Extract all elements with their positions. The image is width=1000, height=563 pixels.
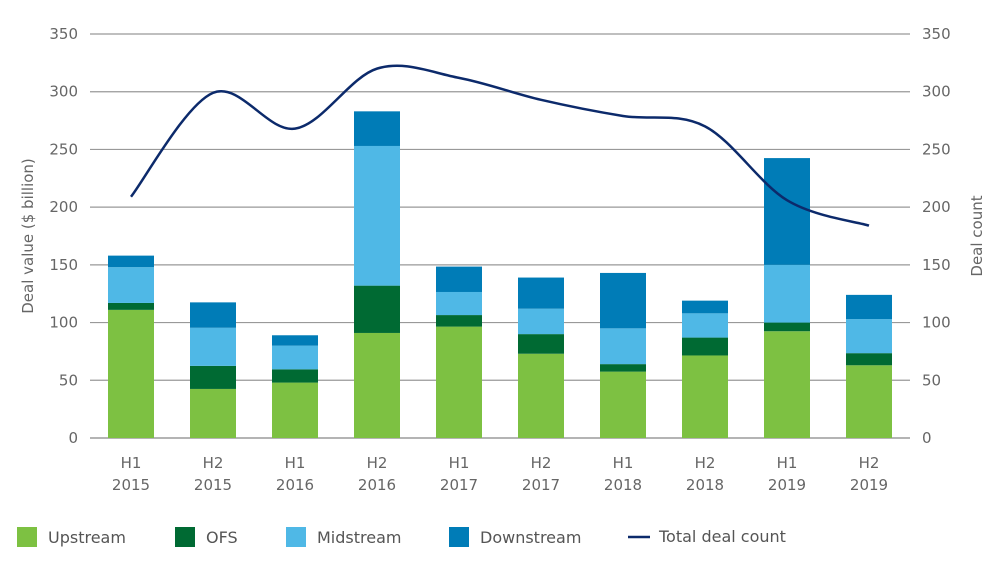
bar-segment-downstream bbox=[846, 294, 892, 320]
legend: Upstream OFS Midstream Downstream Total deal… bbox=[17, 527, 786, 547]
y2-tick-label: 0 bbox=[922, 429, 932, 447]
y-tick-label: 150 bbox=[49, 256, 78, 274]
y2-tick-label: 50 bbox=[922, 371, 941, 389]
y2-tick-label: 150 bbox=[922, 256, 951, 274]
bar-segment-ofs bbox=[272, 369, 318, 383]
x-tick-label: H1 2016 bbox=[276, 454, 314, 494]
bar-segment-ofs bbox=[764, 322, 810, 332]
y-tick-label: 50 bbox=[59, 371, 78, 389]
bar-segment-midstream bbox=[600, 328, 646, 365]
bar-segment-downstream bbox=[682, 300, 728, 314]
bar-segment-midstream bbox=[190, 327, 236, 366]
bar-segment-midstream bbox=[518, 308, 564, 335]
y-tick-label: 200 bbox=[49, 198, 78, 216]
bar-segment-upstream bbox=[436, 326, 482, 438]
legend-label: OFS bbox=[206, 528, 238, 547]
y-axis-label: Deal value ($ billion) bbox=[19, 158, 37, 314]
x-tick-label: H1 2017 bbox=[440, 454, 478, 494]
bar-segment-upstream bbox=[518, 353, 564, 438]
bar-segment-downstream bbox=[272, 335, 318, 346]
bar-segment-midstream bbox=[272, 345, 318, 370]
legend-swatch-downstream bbox=[449, 527, 469, 547]
bar-segment-upstream bbox=[682, 355, 728, 438]
bar-segment-midstream bbox=[764, 264, 810, 323]
y2-tick-label: 250 bbox=[922, 140, 951, 158]
bar-segment-upstream bbox=[108, 309, 154, 438]
legend-label: Total deal count bbox=[658, 527, 786, 546]
legend-label: Downstream bbox=[480, 528, 581, 547]
y2-tick-label: 350 bbox=[922, 25, 951, 43]
bar-segment-midstream bbox=[682, 313, 728, 338]
bar-segment-ofs bbox=[682, 337, 728, 356]
bar-segment-downstream bbox=[600, 272, 646, 329]
bar-segment-ofs bbox=[600, 364, 646, 372]
bar-segment-ofs bbox=[436, 315, 482, 327]
bar-segment-downstream bbox=[764, 158, 810, 265]
y-tick-label: 300 bbox=[49, 83, 78, 101]
x-tick-label: H2 2018 bbox=[686, 454, 724, 494]
bar-segment-midstream bbox=[108, 267, 154, 303]
bar-segment-downstream bbox=[518, 277, 564, 309]
x-tick-label: H1 2018 bbox=[604, 454, 642, 494]
bar-segment-midstream bbox=[846, 319, 892, 354]
x-tick-label: H2 2017 bbox=[522, 454, 560, 494]
bar-segment-upstream bbox=[600, 371, 646, 438]
bar-segment-ofs bbox=[846, 353, 892, 366]
bar-segment-upstream bbox=[190, 388, 236, 438]
legend-label: Upstream bbox=[48, 528, 126, 547]
y-tick-label: 250 bbox=[49, 140, 78, 158]
legend-swatch-ofs bbox=[175, 527, 195, 547]
bar-segment-upstream bbox=[764, 331, 810, 438]
bar-segment-ofs bbox=[518, 334, 564, 354]
bar-segment-downstream bbox=[354, 111, 400, 146]
bar-segment-midstream bbox=[436, 291, 482, 316]
legend-label: Midstream bbox=[317, 528, 401, 547]
y2-tick-label: 200 bbox=[922, 198, 951, 216]
x-tick-label: H2 2016 bbox=[358, 454, 396, 494]
y2-axis-label: Deal count bbox=[968, 195, 986, 276]
y-tick-label: 100 bbox=[49, 314, 78, 332]
bar-segment-ofs bbox=[354, 285, 400, 333]
y2-tick-label: 100 bbox=[922, 314, 951, 332]
y2-tick-label: 300 bbox=[922, 83, 951, 101]
x-tick-label: H2 2019 bbox=[850, 454, 888, 494]
bar-segment-downstream bbox=[108, 255, 154, 268]
x-tick-label: H1 2015 bbox=[112, 454, 150, 494]
bar-segment-upstream bbox=[846, 365, 892, 438]
total-deal-count-line bbox=[130, 64, 870, 227]
bar-segment-midstream bbox=[354, 145, 400, 286]
bar-segment-downstream bbox=[436, 266, 482, 292]
bar-segment-ofs bbox=[190, 365, 236, 389]
x-tick-label: H1 2019 bbox=[768, 454, 806, 494]
bar-segment-upstream bbox=[354, 332, 400, 438]
y-tick-label: 0 bbox=[68, 429, 78, 447]
legend-swatch-midstream bbox=[286, 527, 306, 547]
bar-segment-downstream bbox=[190, 302, 236, 328]
x-tick-label: H2 2015 bbox=[194, 454, 232, 494]
bar-segment-ofs bbox=[108, 302, 154, 310]
y-tick-label: 350 bbox=[49, 25, 78, 43]
legend-swatch-upstream bbox=[17, 527, 37, 547]
bar-segment-upstream bbox=[272, 382, 318, 438]
